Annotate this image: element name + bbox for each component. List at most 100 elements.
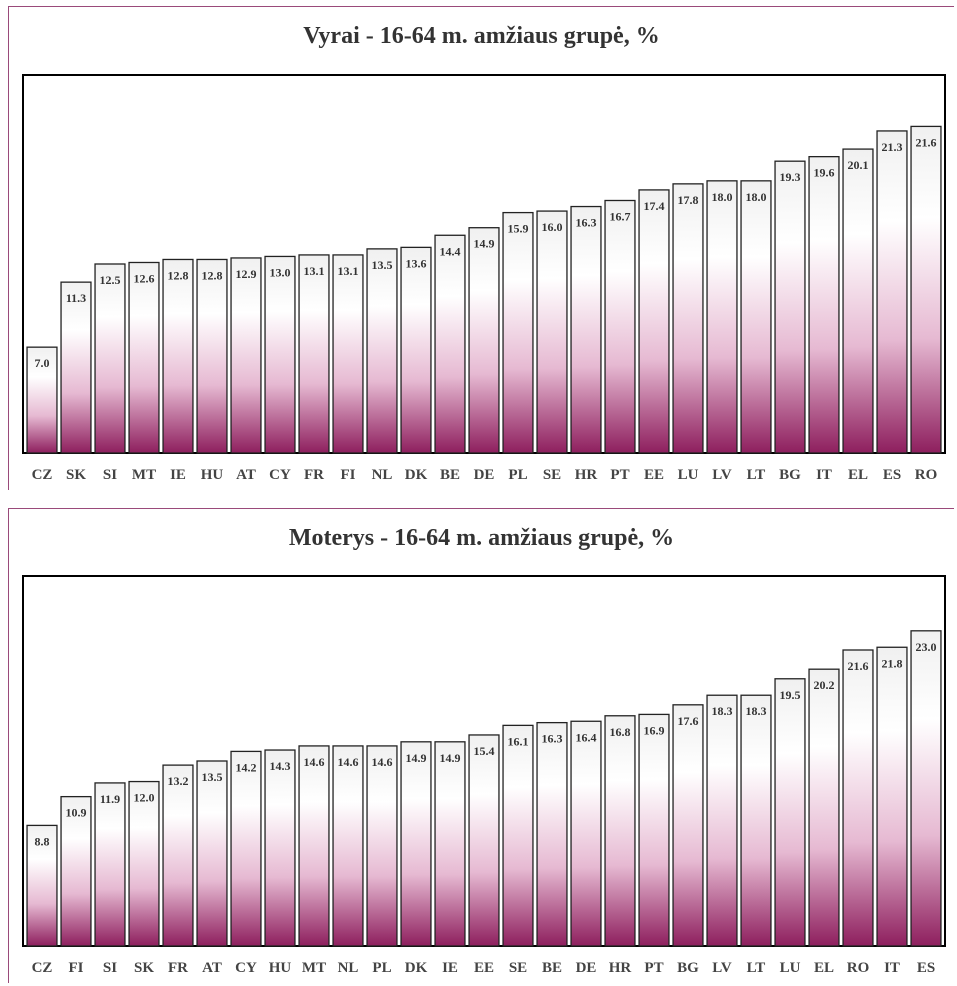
bar-chart-women: 8.8 CZ 10.9 FI 11.9 SI 12.0 SK 13.2 FR 13.5 AT 14.2 C… [22,575,946,976]
x-tick-label: NL [338,960,359,976]
data-label: 8.8 [35,834,50,848]
data-label: 19.6 [814,166,835,180]
bar-SE [502,724,534,947]
bar-LT [740,694,772,947]
x-tick-label: ES [883,467,901,483]
data-label: 18.0 [712,190,733,204]
bar-HU [264,749,296,947]
bar-HU [196,258,228,454]
data-label: 12.9 [236,267,257,281]
x-tick-label: FR [304,467,324,483]
bar-CZ [26,824,58,947]
data-label: 17.4 [644,199,665,213]
data-label: 13.5 [372,258,393,272]
data-label: 11.3 [66,291,86,305]
bar-IE [434,741,466,947]
chart-panel-women: Moterys - 16-64 m. amžiaus grupė, % 8.8 C… [8,508,954,983]
x-tick-label: ES [917,960,935,976]
data-label: 13.2 [168,774,189,788]
data-label: 16.9 [644,723,665,737]
data-label: 14.6 [338,755,359,769]
bar-FI [60,795,92,947]
x-tick-label: RO [847,960,870,976]
data-label: 21.6 [916,135,937,149]
bar-IT [808,155,840,454]
x-tick-label: LU [678,467,699,483]
data-label: 14.4 [440,244,461,258]
bar-BE [536,721,568,947]
data-label: 16.3 [576,216,597,230]
data-label: 14.9 [474,237,495,251]
bar-DE [468,227,500,454]
x-tick-label: EE [644,467,664,483]
x-tick-label: SE [543,467,561,483]
x-tick-label: IT [816,467,832,483]
x-tick-label: HU [269,960,292,976]
data-label: 14.9 [406,751,427,765]
data-label: 13.5 [202,770,223,784]
bar-IE [162,258,194,454]
data-label: 12.8 [202,268,223,282]
chart-title-women: Moterys - 16-64 m. amžiaus grupė, % [288,525,675,551]
x-tick-label: SK [134,960,154,976]
x-tick-label: EL [814,960,834,976]
bar-CY [264,255,296,454]
data-label: 12.6 [134,271,155,285]
bar-PT [604,199,636,454]
x-tick-label: BG [779,467,801,483]
x-tick-label: PL [508,467,527,483]
bar-EL [808,668,840,947]
data-label: 12.0 [134,791,155,805]
data-label: 20.1 [848,158,869,172]
data-label: 14.3 [270,759,291,773]
data-label: 14.9 [440,751,461,765]
bar-RO [842,649,874,947]
data-label: 17.6 [678,714,699,728]
x-tick-label: DE [576,960,597,976]
chart-panel-men: Vyrai - 16-64 m. amžiaus grupė, % 7.0 CZ 1… [8,6,954,490]
x-tick-label: BE [440,467,460,483]
data-label: 21.8 [882,656,903,670]
data-label: 20.2 [814,678,835,692]
x-tick-label: CY [235,960,257,976]
data-label: 19.3 [780,170,801,184]
bar-SK [128,780,160,947]
bar-SI [94,782,126,947]
bar-EE [468,734,500,947]
bar-LU [774,678,806,947]
x-tick-label: LU [780,960,801,976]
x-tick-label: IE [442,960,458,976]
x-tick-label: SI [103,467,117,483]
x-tick-label: NL [372,467,393,483]
bar-LT [740,180,772,454]
bar-EE [638,189,670,454]
data-label: 13.6 [406,256,427,270]
x-tick-label: HU [201,467,224,483]
bar-LV [706,694,738,947]
bar-LV [706,180,738,454]
data-label: 14.6 [372,755,393,769]
x-tick-label: LT [747,960,766,976]
bar-PL [502,211,534,454]
bar-ES [910,630,942,947]
x-tick-label: PL [372,960,391,976]
bar-LU [672,183,704,454]
bar-HR [604,715,636,947]
chart-title-men: Vyrai - 16-64 m. amžiaus grupė, % [303,23,660,49]
bar-FI [332,254,364,454]
bar-BG [774,160,806,454]
data-label: 11.9 [100,792,120,806]
x-tick-label: AT [236,467,256,483]
bar-CY [230,750,262,947]
x-tick-label: HR [575,467,598,483]
data-label: 15.4 [474,744,495,758]
bar-AT [196,760,228,947]
data-label: 16.8 [610,725,631,739]
x-tick-label: HR [609,960,632,976]
x-tick-label: SK [66,467,86,483]
data-label: 16.3 [542,732,563,746]
x-tick-label: CY [269,467,291,483]
x-tick-label: FI [69,960,84,976]
bar-PT [638,713,670,947]
data-label: 16.1 [508,734,529,748]
